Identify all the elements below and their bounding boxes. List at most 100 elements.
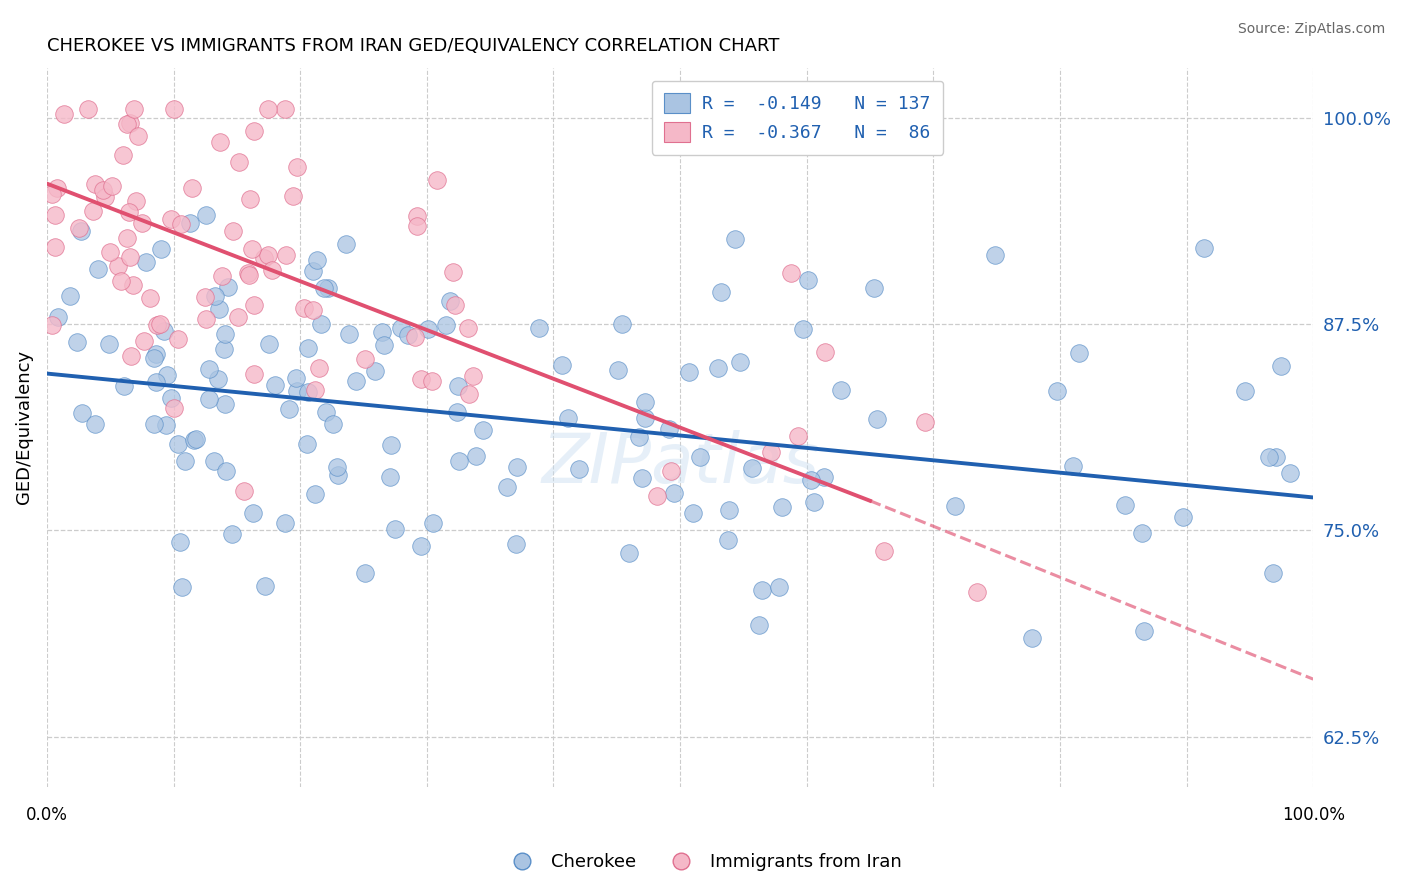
Y-axis label: GED/Equivalency: GED/Equivalency — [15, 351, 32, 504]
Point — [226, 310, 249, 324]
Point — [830, 383, 852, 397]
Point — [1067, 345, 1090, 359]
Text: 100.0%: 100.0% — [1282, 806, 1344, 824]
Point — [243, 298, 266, 312]
Point — [285, 371, 308, 385]
Point — [301, 264, 323, 278]
Point — [52, 107, 75, 121]
Point — [242, 124, 264, 138]
Point — [186, 432, 208, 446]
Legend: R =  -0.149   N = 137, R =  -0.367   N =  86: R = -0.149 N = 137, R = -0.367 N = 86 — [652, 80, 943, 154]
Point — [174, 454, 197, 468]
Point — [873, 544, 896, 558]
Point — [1270, 359, 1292, 373]
Point — [434, 318, 457, 333]
Point — [301, 303, 323, 318]
Point — [198, 362, 221, 376]
Point — [631, 471, 654, 485]
Point — [404, 330, 426, 344]
Point — [748, 618, 770, 632]
Point — [813, 470, 835, 484]
Point — [1258, 450, 1281, 464]
Point — [307, 253, 329, 268]
Point — [943, 500, 966, 514]
Point — [194, 290, 217, 304]
Point — [142, 417, 165, 432]
Point — [195, 312, 218, 326]
Point — [208, 301, 231, 316]
Point — [214, 342, 236, 356]
Point — [155, 417, 177, 432]
Point — [204, 289, 226, 303]
Point — [145, 375, 167, 389]
Point — [195, 208, 218, 222]
Point — [44, 240, 66, 254]
Point — [110, 274, 132, 288]
Point — [966, 585, 988, 599]
Point — [135, 254, 157, 268]
Point — [308, 360, 330, 375]
Point — [170, 217, 193, 231]
Point — [529, 321, 551, 335]
Point — [41, 318, 63, 332]
Point — [94, 190, 117, 204]
Point — [214, 327, 236, 342]
Point — [287, 384, 309, 399]
Point — [240, 242, 263, 256]
Point — [441, 265, 464, 279]
Point — [163, 401, 186, 416]
Point — [292, 301, 315, 315]
Point — [115, 117, 138, 131]
Point — [122, 277, 145, 292]
Point — [416, 322, 439, 336]
Point — [363, 364, 385, 378]
Point — [472, 423, 495, 437]
Point — [551, 358, 574, 372]
Text: 0.0%: 0.0% — [25, 806, 67, 824]
Point — [411, 372, 433, 386]
Point — [169, 534, 191, 549]
Point — [281, 189, 304, 203]
Point — [612, 317, 634, 331]
Point — [214, 464, 236, 478]
Point — [167, 332, 190, 346]
Point — [207, 371, 229, 385]
Point — [208, 135, 231, 149]
Point — [262, 263, 284, 277]
Point — [145, 347, 167, 361]
Point — [422, 516, 444, 531]
Point — [420, 374, 443, 388]
Point — [202, 454, 225, 468]
Point — [167, 437, 190, 451]
Point — [689, 450, 711, 464]
Point — [233, 483, 256, 498]
Point — [1046, 384, 1069, 398]
Point — [41, 187, 63, 202]
Point — [662, 485, 685, 500]
Point — [464, 449, 486, 463]
Point — [152, 324, 174, 338]
Point — [371, 325, 394, 339]
Point — [122, 102, 145, 116]
Point — [495, 480, 517, 494]
Point — [1233, 384, 1256, 398]
Point — [322, 417, 344, 431]
Point — [326, 460, 349, 475]
Point — [792, 321, 814, 335]
Point — [1114, 499, 1136, 513]
Point — [59, 289, 82, 303]
Point — [380, 437, 402, 451]
Point — [87, 262, 110, 277]
Point — [118, 205, 141, 219]
Point — [242, 506, 264, 520]
Text: ZIPatlas: ZIPatlas — [541, 430, 820, 497]
Point — [458, 387, 481, 401]
Point — [759, 445, 782, 459]
Point — [659, 464, 682, 478]
Point — [406, 219, 429, 234]
Point — [634, 395, 657, 409]
Point — [443, 298, 465, 312]
Point — [657, 421, 679, 435]
Point — [1192, 242, 1215, 256]
Point — [67, 221, 90, 235]
